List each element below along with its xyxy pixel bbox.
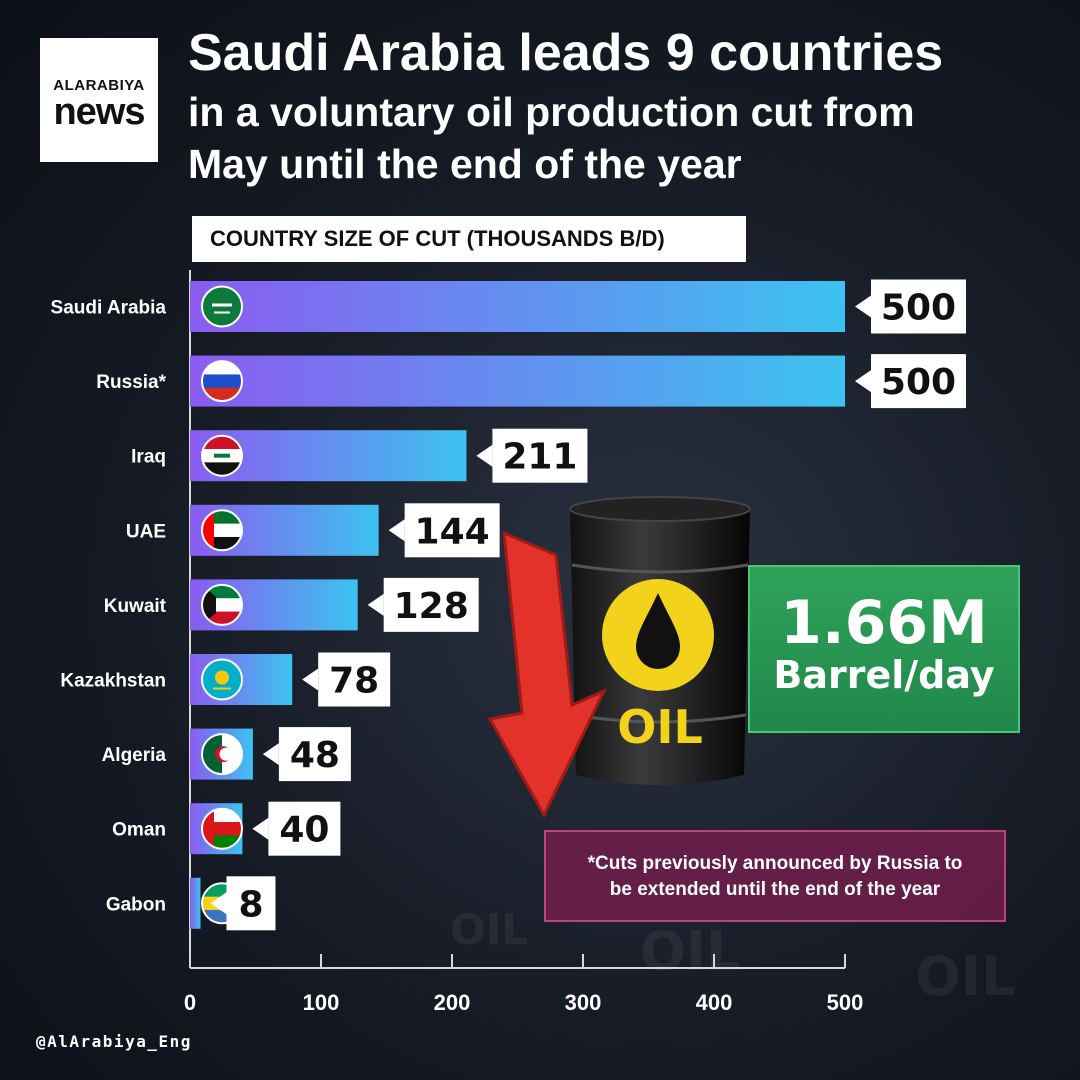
algeria-flag-icon	[202, 734, 242, 775]
flag-border	[201, 807, 243, 850]
title-line3: May until the end of the year	[188, 141, 742, 187]
flag-border	[201, 733, 243, 776]
value-label: 40	[279, 810, 329, 851]
value-label: 8	[238, 884, 263, 925]
value-label: 500	[881, 288, 956, 329]
x-tick-label: 500	[827, 990, 864, 1015]
down-arrow-icon	[487, 530, 608, 819]
value-box	[404, 503, 500, 558]
category-label: Saudi Arabia	[51, 298, 167, 319]
russia-footnote: *Cuts previously announced by Russia to …	[544, 830, 1006, 922]
note-line2: be extended until the end of the year	[609, 879, 941, 900]
total-unit: Barrel/day	[773, 653, 995, 697]
logo-line2: news	[53, 91, 145, 133]
kazakhstan-flag-icon	[202, 659, 242, 700]
category-label: Russia*	[96, 372, 166, 393]
title-line1: Saudi Arabia leads 9 countries	[188, 24, 944, 82]
value-box	[268, 801, 341, 856]
value-label: 500	[881, 362, 956, 403]
value-box	[226, 876, 276, 931]
bar	[190, 877, 201, 929]
chart-subtitle: COUNTRY SIZE OF CUT (THOUSANDS B/D)	[192, 216, 746, 262]
value-box	[278, 727, 351, 782]
flag-border	[201, 583, 243, 626]
background-oil-text: OIL	[450, 905, 529, 954]
x-tick-label: 200	[434, 990, 471, 1015]
value-pointer	[476, 444, 493, 467]
x-tick-label: 400	[696, 990, 733, 1015]
alarabiya-logo: ALARABIYA news	[40, 38, 158, 162]
value-box	[318, 652, 391, 707]
title-line2: in a voluntary oil production cut from	[188, 89, 915, 135]
flag-border	[201, 360, 243, 403]
value-pointer	[252, 817, 269, 840]
note-line1: *Cuts previously announced by Russia to	[587, 853, 963, 874]
logo-line1: ALARABIYA	[53, 77, 145, 94]
category-label: Iraq	[131, 447, 166, 468]
flag-border	[201, 434, 243, 477]
value-pointer	[367, 593, 384, 616]
oman-flag-icon	[202, 808, 242, 849]
value-pointer	[388, 519, 405, 542]
bar	[190, 355, 845, 407]
flag-border	[201, 658, 243, 701]
category-label: Gabon	[106, 894, 166, 915]
total-value: 1.66M	[780, 588, 988, 658]
social-handle: @AlArabiya_Eng	[36, 1032, 192, 1051]
total-cut-box: 1.66M Barrel/day	[748, 565, 1020, 733]
saudi-flag-icon	[202, 286, 242, 327]
background-oil-text: OIL	[640, 920, 741, 983]
barrel-label: OIL	[617, 700, 703, 754]
category-label: Algeria	[102, 745, 167, 766]
value-pointer	[302, 668, 319, 691]
category-label: Kuwait	[104, 596, 167, 617]
value-label: 144	[415, 511, 490, 552]
value-pointer	[262, 743, 279, 766]
x-tick-label: 0	[184, 990, 196, 1015]
background-oil-text: OIL	[915, 945, 1016, 1008]
x-tick-label: 100	[303, 990, 340, 1015]
value-label: 78	[329, 661, 379, 702]
category-label: UAE	[126, 521, 166, 542]
value-pointer	[855, 295, 871, 318]
value-label: 48	[290, 735, 340, 776]
x-tick-label: 300	[565, 990, 602, 1015]
category-label: Oman	[112, 820, 166, 841]
value-pointer	[855, 370, 871, 393]
value-label: 211	[502, 437, 577, 478]
page-title: Saudi Arabia leads 9 countries in a volu…	[188, 20, 1068, 190]
value-box	[871, 279, 966, 334]
category-label: Kazakhstan	[60, 671, 166, 692]
value-box	[871, 354, 966, 409]
flag-border	[201, 285, 243, 328]
bar	[190, 281, 845, 332]
oil-barrel-illustration: OIL	[569, 496, 751, 785]
flag-border	[201, 509, 243, 552]
value-label: 128	[394, 586, 469, 627]
value-box	[492, 428, 588, 483]
value-box	[383, 577, 479, 632]
value-pointer	[210, 892, 227, 915]
